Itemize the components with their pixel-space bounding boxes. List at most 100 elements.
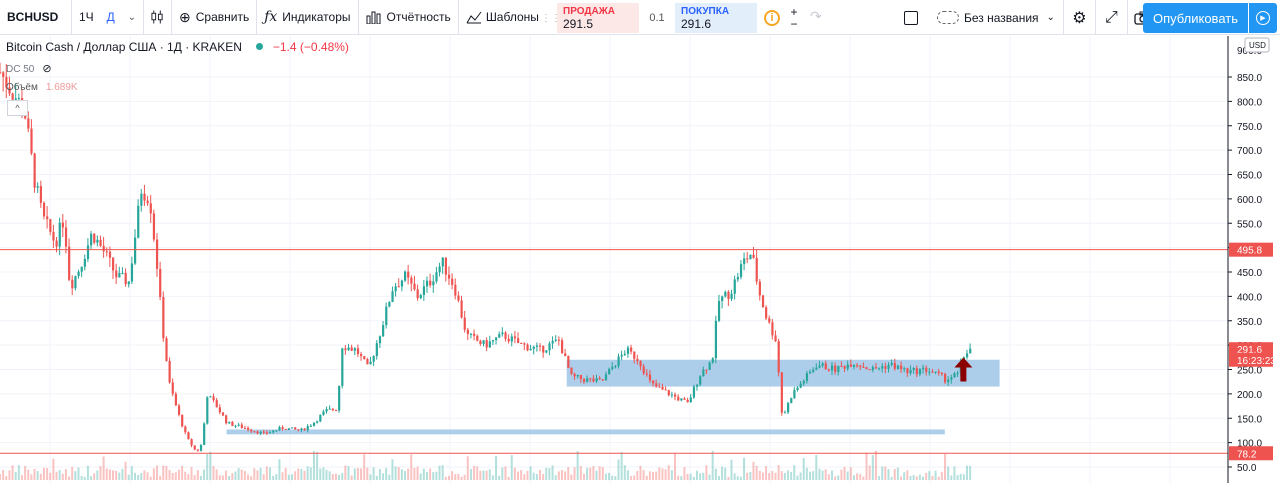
candle-body [542,345,545,353]
candle-body [360,354,363,357]
redo-icon[interactable]: ↷ [810,8,822,24]
indicator-volume[interactable]: Объём 1.689K [6,82,78,93]
collapse-legend-button[interactable]: ^ [7,100,28,116]
interval-1h[interactable]: 1Ч [79,10,94,24]
info-button[interactable]: i [757,3,787,33]
quantity-stepper[interactable]: + − [787,3,801,33]
volume-bar [805,467,808,480]
candle-body [739,264,743,278]
currency-badge[interactable] [1244,37,1270,53]
buy-button[interactable]: ПОКУПКА 291.6 [675,3,757,33]
volume-bar [209,451,212,480]
candle-body [614,365,617,367]
candle-body [479,340,482,344]
volume-bar [350,475,353,480]
candle-body [765,307,768,319]
candle-body [181,414,184,427]
candle-body [705,369,708,371]
sell-button[interactable]: ПРОДАЖА 291.5 [557,3,639,33]
candle-body [834,365,837,373]
candle-body [55,240,58,247]
candle-body [177,405,181,415]
candle-body [636,358,639,362]
candle-body [774,335,777,342]
candle-body [821,363,824,366]
layout-name-button[interactable]: Без названия ⌄ [937,11,1055,25]
candle-body [507,338,510,342]
candle-body [567,356,570,368]
volume-bar [953,466,956,480]
candles-icon [151,10,163,24]
volume-bar [203,469,206,480]
candle-body [203,423,206,446]
candle-body [212,396,215,401]
publish-menu-button[interactable]: ▶ [1249,3,1277,33]
publish-button[interactable]: Опубликовать [1143,3,1248,33]
candle-body [878,368,881,370]
candle-body [140,193,143,206]
indicator-dc[interactable]: DC 50 ⊘ [6,62,52,75]
candle-body [727,291,730,299]
volume-label: Объём [6,82,38,93]
eye-hidden-icon[interactable]: ⊘ [42,63,52,75]
candle-body [218,407,221,413]
symbol-search[interactable]: BCHUSD [0,0,72,35]
reports-button[interactable]: Отчётность [359,0,459,35]
support-zone[interactable] [226,429,945,435]
drag-handle-icon[interactable]: ⋮⋮ [541,12,561,24]
gear-icon[interactable]: ⚙ [1062,0,1095,35]
volume-bar [457,474,460,480]
volume-bar [42,467,45,480]
chart-type-button[interactable] [144,0,172,35]
volume-bar [155,465,158,480]
trade-panel: ⋮⋮ ПРОДАЖА 291.5 0.1 ПОКУПКА 291.6 i + − [541,3,807,33]
candle-body [447,274,451,279]
rectangle-icon[interactable] [904,10,918,25]
candle-body [369,361,372,365]
compare-label: Сравнить [195,10,250,24]
volume-bar [419,473,422,480]
volume-bar [717,476,720,480]
indicators-button[interactable]: ƒx Индикаторы [257,0,359,35]
volume-bar [39,473,42,480]
volume-bar [793,465,796,480]
interval-selector[interactable]: 1Ч Д ⌄ [72,0,144,35]
volume-bar [746,472,749,480]
candle-body [548,343,551,351]
volume-bar [190,467,193,480]
right-toolbar: Без названия ⌄ ⚙ ⤢ [893,0,1159,35]
fullscreen-icon[interactable]: ⤢ [1094,0,1127,35]
candle-body [680,398,683,401]
chevron-down-icon[interactable]: ⌄ [127,11,136,23]
volume-bar [206,453,209,480]
volume-bar [912,475,915,480]
candle-body [275,430,278,432]
symbol-title: Bitcoin Cash / Доллар США · 1Д · KRAKEN [6,40,242,54]
volume-bar [212,466,215,480]
templates-button[interactable]: Шаблоны [459,0,546,35]
volume-bar [187,474,190,480]
candle-body [752,254,755,258]
compare-button[interactable]: ⊕ Сравнить [172,0,258,35]
candle-body [918,369,922,375]
volume-bar [460,476,463,480]
volume-bar [165,465,168,480]
candle-body [793,389,796,399]
reports-icon [366,11,380,24]
support-zone[interactable] [566,359,1000,387]
volume-bar [513,467,516,480]
volume-bar [331,473,334,480]
candle-body [444,257,448,275]
candle-body [74,276,77,289]
volume-bar [196,470,199,480]
sell-value: 291.5 [563,17,594,31]
minus-button[interactable]: − [790,17,798,31]
interval-1d[interactable]: Д [106,10,115,24]
price-axis[interactable] [1228,36,1280,483]
plus-button[interactable]: + [790,5,798,19]
volume-bar [294,471,297,480]
price-label-text: 16:23:23 [1237,356,1276,367]
candle-body [86,245,90,259]
volume-bar [498,475,501,480]
